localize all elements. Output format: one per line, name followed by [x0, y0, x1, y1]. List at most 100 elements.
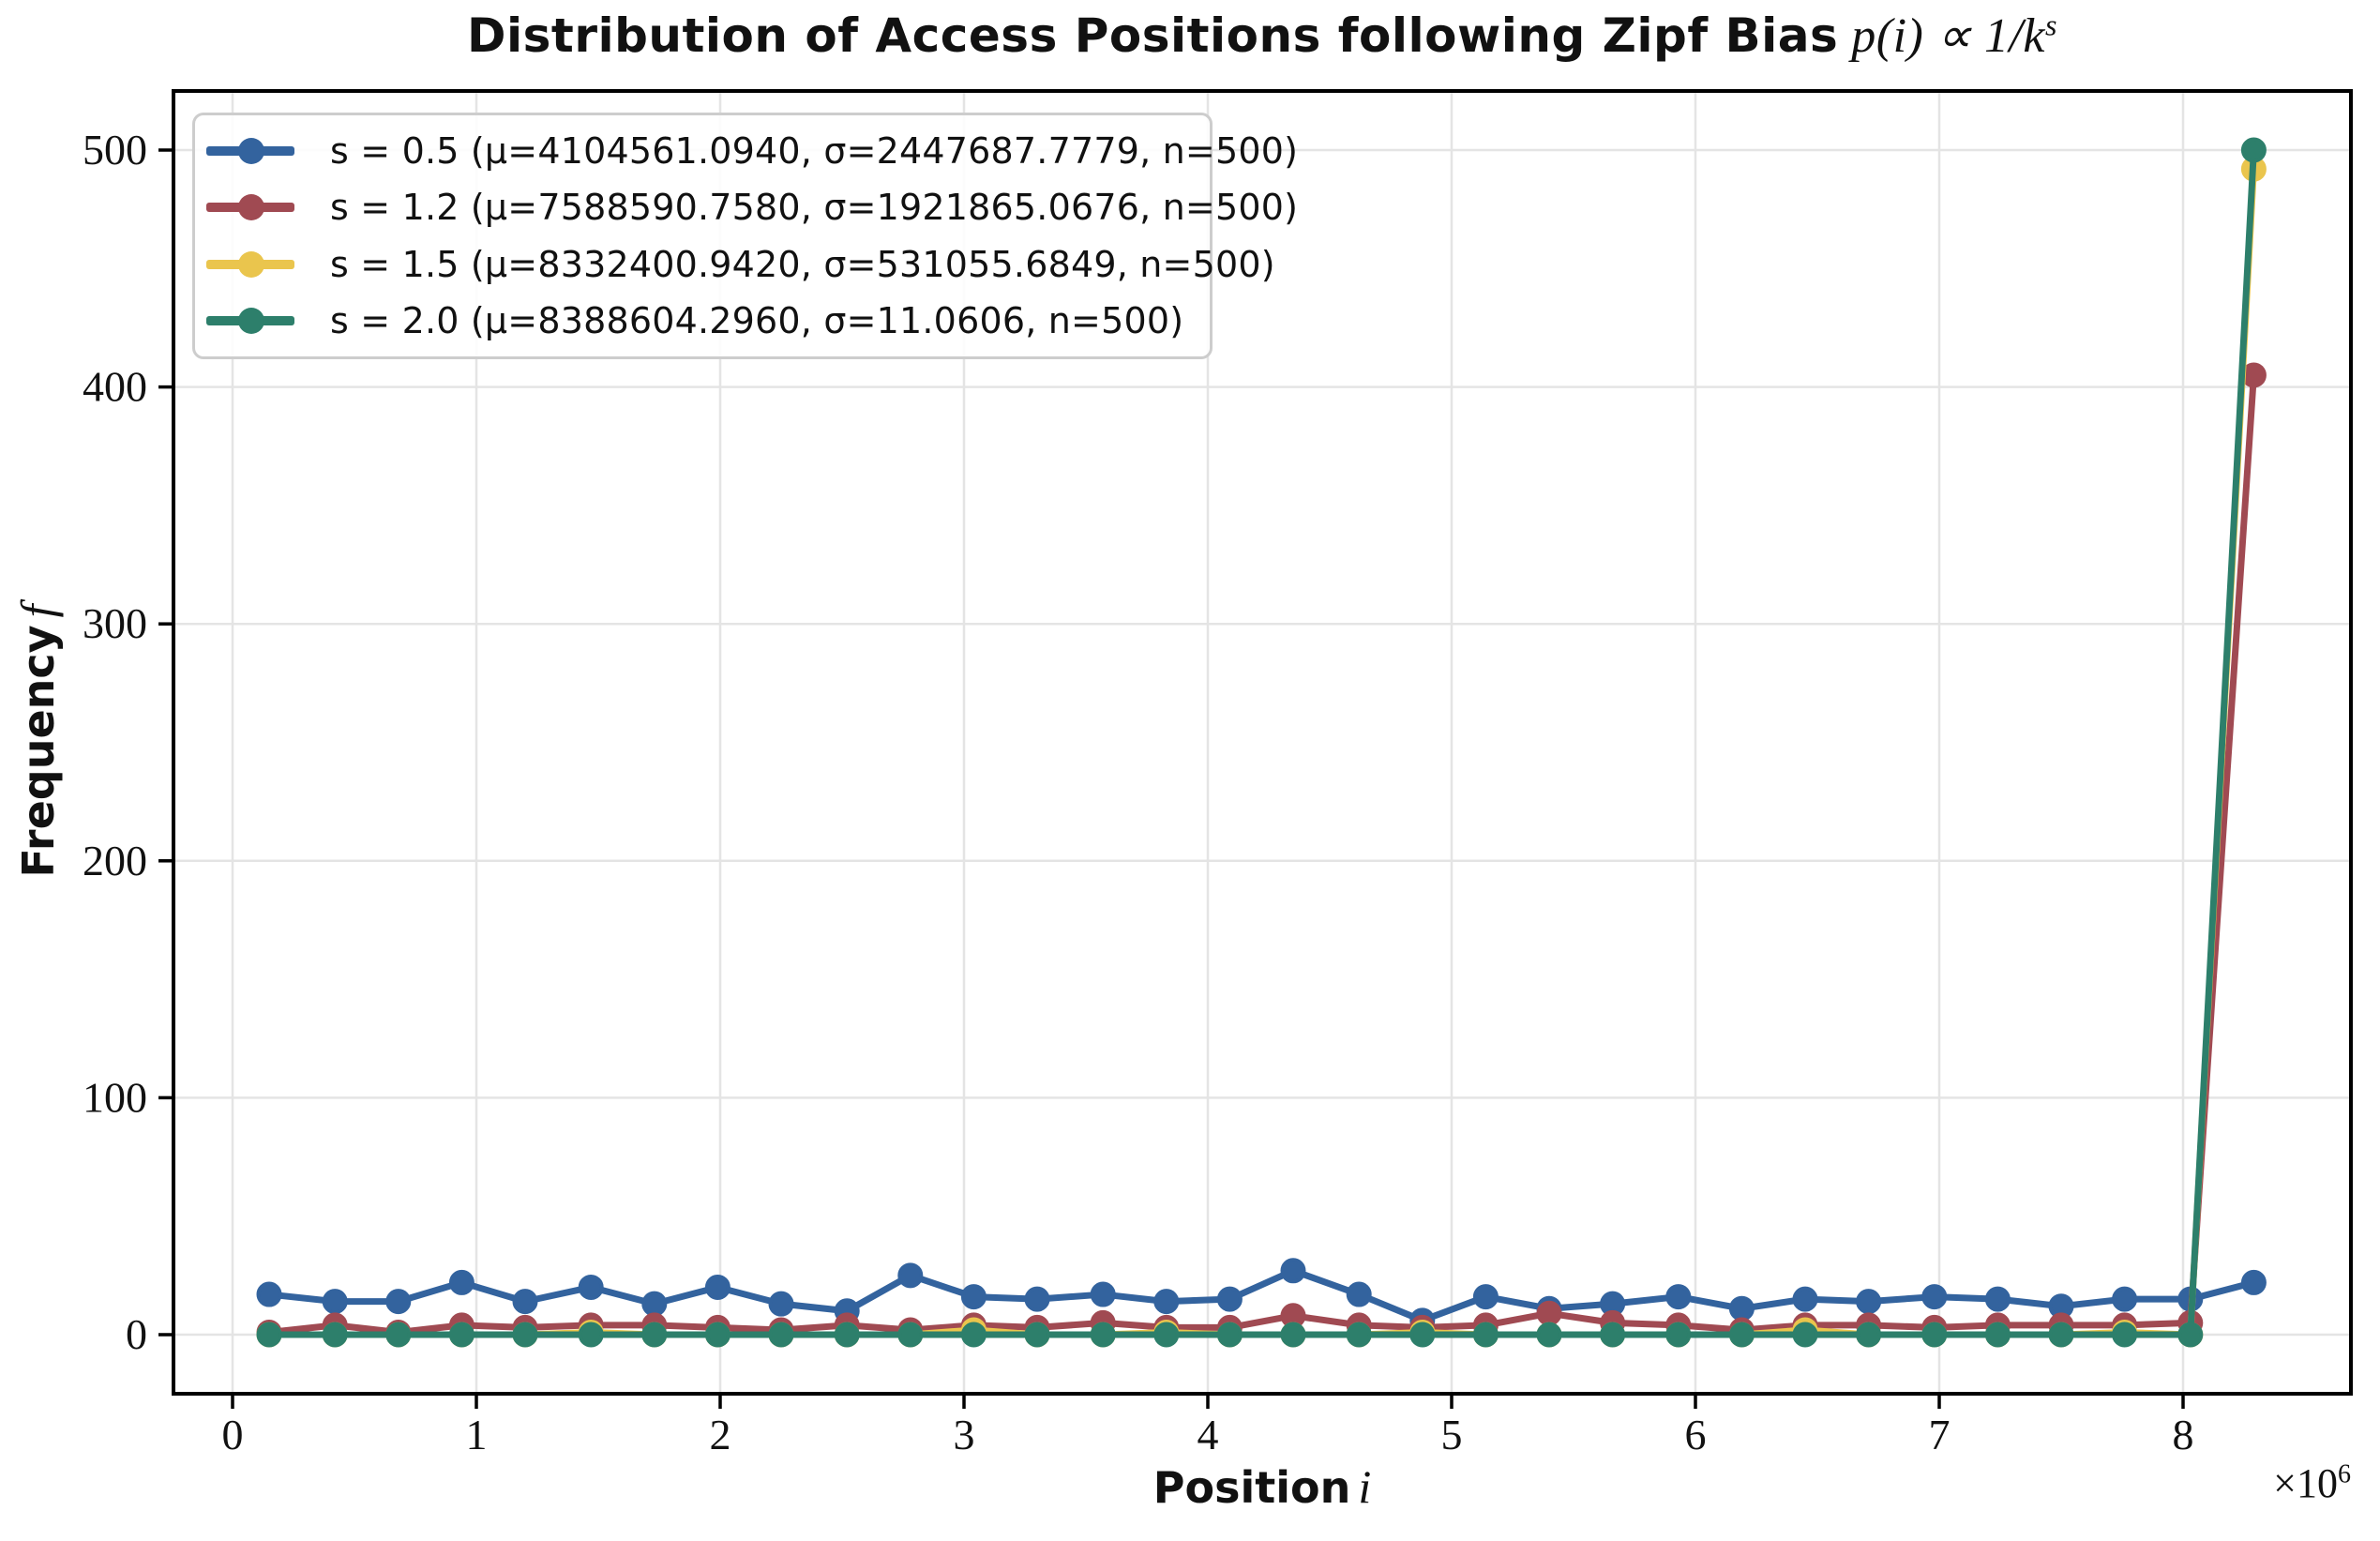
legend-dot-icon — [238, 250, 264, 278]
legend-dot-icon — [238, 138, 264, 165]
x-tick-label: 5 — [1441, 1411, 1463, 1458]
data-point-s-2.0 — [768, 1322, 794, 1348]
x-axis-label-text: Position — [1152, 1462, 1351, 1513]
data-point-s-1.2 — [1536, 1300, 1562, 1326]
data-point-s-0.5 — [512, 1289, 538, 1315]
legend-item-s-1.2: s = 1.2 (μ=7588590.7580, σ=1921865.0676,… — [195, 181, 1298, 234]
data-point-s-0.5 — [1346, 1281, 1372, 1307]
data-point-s-2.0 — [1536, 1322, 1562, 1348]
legend-label: s = 1.2 (μ=7588590.7580, σ=1921865.0676,… — [330, 187, 1299, 229]
axis-tick-labels: 0 1 2 3 4 5 6 7 8 0 100 200 300 400 500 — [83, 126, 2194, 1458]
data-point-s-2.0 — [1665, 1322, 1692, 1348]
chart-title-text: Distribution of Access Positions followi… — [467, 8, 1839, 63]
data-point-s-0.5 — [1024, 1286, 1050, 1312]
data-point-s-0.5 — [1216, 1286, 1243, 1312]
data-point-s-0.5 — [2112, 1286, 2138, 1312]
data-point-s-2.0 — [578, 1322, 604, 1348]
data-point-s-2.0 — [1409, 1322, 1436, 1348]
data-point-s-2.0 — [1856, 1322, 1882, 1348]
data-point-s-2.0 — [1472, 1322, 1499, 1348]
data-point-s-0.5 — [960, 1284, 987, 1310]
x-tick-label: 4 — [1198, 1411, 1219, 1458]
x-tick-label: 0 — [222, 1411, 244, 1458]
x-axis-label: Position i — [173, 1459, 2351, 1514]
x-tick-label: 8 — [2173, 1411, 2194, 1458]
data-point-s-0.5 — [641, 1291, 668, 1317]
legend-label: s = 1.5 (μ=8332400.9420, σ=531055.6849, … — [330, 243, 1275, 285]
data-point-s-2.0 — [960, 1322, 987, 1348]
y-axis-label-math: f — [11, 604, 64, 618]
legend-label: s = 0.5 (μ=4104561.0940, σ=2447687.7779,… — [330, 130, 1299, 173]
data-point-s-2.0 — [2112, 1322, 2138, 1348]
data-point-s-2.0 — [2048, 1322, 2074, 1348]
data-point-s-2.0 — [1792, 1322, 1818, 1348]
data-point-s-2.0 — [1984, 1322, 2011, 1348]
data-point-s-0.5 — [385, 1289, 412, 1315]
x-tick-label: 7 — [1929, 1411, 1951, 1458]
legend-item-s-2.0: s = 2.0 (μ=8388604.2960, σ=11.0606, n=50… — [195, 295, 1210, 347]
data-point-s-0.5 — [2240, 1269, 2267, 1295]
data-point-s-2.0 — [897, 1322, 924, 1348]
data-point-s-2.0 — [704, 1322, 731, 1348]
data-point-s-2.0 — [834, 1322, 860, 1348]
x-axis-label-math: i — [1358, 1460, 1372, 1513]
data-point-s-2.0 — [1280, 1322, 1306, 1348]
legend-marker-s-1.5 — [206, 250, 294, 279]
data-point-s-0.5 — [1792, 1286, 1818, 1312]
data-point-s-2.0 — [1921, 1322, 1948, 1348]
chart-title-math: p(i) ∝ 1/k — [1851, 9, 2046, 63]
data-point-s-2.0 — [2177, 1322, 2204, 1348]
data-series — [256, 137, 2267, 1348]
data-point-s-0.5 — [1856, 1289, 1882, 1315]
y-tick-label: 200 — [83, 837, 147, 884]
y-axis-label-text: Frequency — [13, 625, 64, 878]
legend-dot-icon — [238, 307, 264, 334]
data-point-s-0.5 — [448, 1269, 474, 1295]
data-point-s-2.0 — [256, 1322, 282, 1348]
y-axis-label: Frequency f — [10, 604, 65, 877]
data-point-s-2.0 — [1153, 1322, 1180, 1348]
chart-title: Distribution of Access Positions followi… — [173, 8, 2351, 64]
y-tick-label: 0 — [126, 1310, 147, 1358]
x-tick-label: 1 — [466, 1411, 488, 1458]
data-point-s-0.5 — [322, 1289, 348, 1315]
data-point-s-2.0 — [641, 1322, 668, 1348]
data-point-s-2.0 — [1346, 1322, 1372, 1348]
x-tick-label: 3 — [954, 1411, 975, 1458]
legend-label: s = 2.0 (μ=8388604.2960, σ=11.0606, n=50… — [330, 299, 1184, 341]
data-point-s-2.0 — [1090, 1322, 1116, 1348]
axis-ticks — [158, 148, 2185, 1409]
data-point-s-0.5 — [1728, 1295, 1755, 1322]
legend-dot-icon — [238, 194, 264, 221]
data-point-s-2.0 — [512, 1322, 538, 1348]
data-point-s-0.5 — [578, 1274, 604, 1300]
data-point-s-2.0 — [322, 1322, 348, 1348]
data-point-s-2.0 — [2240, 137, 2267, 163]
series-s-2.0 — [256, 137, 2267, 1348]
data-point-s-0.5 — [1984, 1286, 2011, 1312]
data-point-s-2.0 — [1600, 1322, 1626, 1348]
legend-item-s-0.5: s = 0.5 (μ=4104561.0940, σ=2447687.7779,… — [195, 125, 1298, 177]
data-point-s-0.5 — [704, 1274, 731, 1300]
legend-item-s-1.5: s = 1.5 (μ=8332400.9420, σ=531055.6849, … — [195, 238, 1275, 291]
data-point-s-2.0 — [385, 1322, 412, 1348]
x-axis-offset-label: ×106 — [2273, 1459, 2351, 1507]
x-tick-label: 6 — [1685, 1411, 1707, 1458]
offset-base: ×10 — [2273, 1460, 2338, 1506]
legend: s = 0.5 (μ=4104561.0940, σ=2447687.7779,… — [192, 113, 1298, 359]
y-tick-label: 300 — [83, 599, 147, 647]
y-tick-label: 500 — [83, 126, 147, 174]
data-point-s-0.5 — [1921, 1284, 1948, 1310]
data-point-s-2.0 — [448, 1322, 474, 1348]
data-point-s-2.0 — [1216, 1322, 1243, 1348]
data-point-s-0.5 — [1472, 1284, 1499, 1310]
y-tick-label: 100 — [83, 1073, 147, 1121]
legend-marker-s-0.5 — [206, 137, 294, 165]
data-point-s-0.5 — [1280, 1258, 1306, 1284]
data-point-s-0.5 — [1665, 1284, 1692, 1310]
plot-border — [172, 89, 2353, 1396]
offset-exponent: 6 — [2338, 1459, 2351, 1489]
chart-title-math-sup: s — [2045, 8, 2057, 42]
